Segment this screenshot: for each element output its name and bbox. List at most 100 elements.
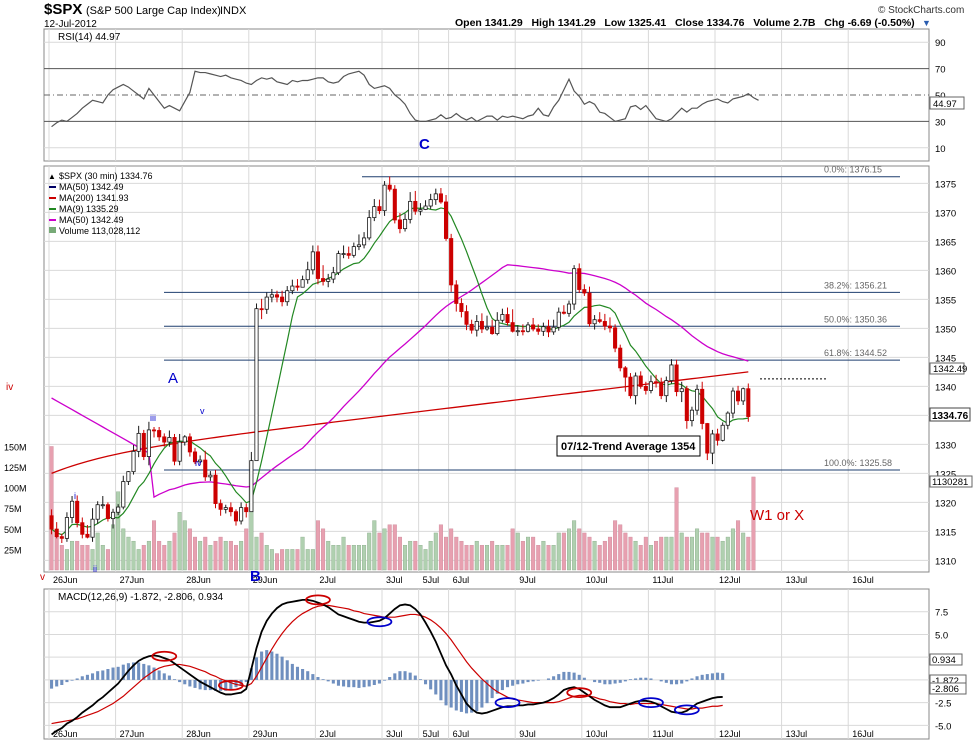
candle-body (397, 219, 402, 230)
wave-label-ii: ii (93, 564, 97, 574)
volume-bar (715, 536, 720, 571)
volume-bar (223, 540, 228, 571)
ohlc-summary: Open 1341.29 High 1341.29 Low 1325.41 Cl… (455, 17, 915, 29)
candle-body (75, 500, 80, 524)
macd-histogram-bar (449, 679, 453, 708)
volume-bar (679, 532, 684, 571)
chart-date: 12-Jul-2012 (44, 19, 97, 30)
volume-bar (654, 540, 659, 571)
macd-histogram-bar (347, 679, 351, 688)
volume-bar (628, 536, 633, 571)
macd-histogram-bar (649, 678, 653, 680)
date-tick-label: 26Jun (53, 729, 78, 739)
candle-body (244, 507, 249, 513)
candle-body (613, 327, 618, 349)
candle-body (459, 303, 464, 312)
candle-body (351, 246, 356, 256)
candle-body (746, 388, 751, 417)
candle-body (515, 330, 520, 333)
volume-bar (459, 540, 464, 571)
volume-bar (341, 536, 346, 571)
candle-body (566, 303, 572, 314)
macd-histogram-bar (418, 679, 422, 680)
macd-label-hist: 0.934 (932, 655, 956, 666)
wave-label-a: A (168, 370, 178, 387)
date-tick-label: 11Jul (652, 575, 673, 585)
candle-body (177, 441, 182, 462)
volume-bar (264, 545, 269, 571)
candle-body (239, 507, 244, 522)
volume-bar (510, 528, 515, 571)
candle-body (295, 285, 300, 288)
candle-body (131, 450, 136, 473)
volume-bar (259, 532, 264, 571)
candle-body (182, 436, 187, 443)
volume-bar (618, 524, 623, 571)
volume-bar (280, 549, 285, 571)
macd-histogram-bar (516, 679, 520, 685)
date-tick-label: 9Jul (519, 729, 536, 739)
candle-body (484, 326, 490, 330)
volume-bar (136, 549, 141, 571)
macd-histogram-bar (70, 679, 74, 681)
candle-body (623, 367, 628, 378)
candle-body (310, 251, 315, 271)
macd-histogram-bar (121, 664, 125, 680)
macd-histogram-bar (675, 679, 679, 685)
macd-histogram-bar (664, 679, 668, 683)
candle-body (674, 364, 679, 393)
macd-histogram-bar (690, 678, 694, 680)
date-tick-label: 12Jul (719, 575, 741, 585)
candle-body (541, 326, 546, 332)
macd-histogram-bar (178, 679, 182, 683)
date-tick-label: 29Jun (253, 575, 278, 585)
volume-bar (505, 545, 510, 571)
date-tick-label: 3Jul (386, 575, 403, 585)
volume-bar (515, 532, 520, 571)
volume-bar (300, 536, 305, 571)
volume-bar (664, 536, 669, 571)
legend-entry: MA(50) 1342.49 (59, 182, 124, 192)
macd-histogram-bar (623, 679, 627, 682)
date-tick-label: 3Jul (386, 729, 403, 739)
volume-bar (684, 536, 689, 571)
volume-bar (157, 540, 162, 571)
volume-bar (485, 545, 490, 571)
macd-histogram-bar (301, 669, 305, 680)
macd-histogram-bar (557, 674, 561, 680)
ma50-line (51, 264, 749, 499)
change-arrow-icon[interactable]: ▼ (922, 18, 931, 28)
macd-histogram-bar (695, 676, 699, 680)
candle-body (387, 184, 392, 190)
volume-bar (720, 540, 725, 571)
candle-body (356, 244, 361, 248)
volume-bar (356, 545, 361, 571)
macd-histogram-bar (424, 679, 428, 685)
macd-histogram-bar (470, 679, 474, 713)
volume-bar (413, 540, 418, 571)
volume-bar (700, 532, 705, 571)
candle-body (602, 321, 607, 327)
legend-entry: $SPX (30 min) 1334.76 (59, 171, 153, 181)
date-tick-label: 2Jul (319, 729, 336, 739)
volume-bar (541, 540, 546, 571)
macd-histogram-bar (644, 677, 648, 680)
volume-bar (152, 520, 157, 571)
candle-body (392, 188, 397, 221)
volume-bar (90, 549, 95, 571)
candle-body (654, 381, 659, 384)
price-tick-label: 1355 (935, 295, 956, 306)
macd-histogram-bar (634, 678, 638, 680)
candle-body (490, 326, 495, 335)
candle-body (249, 460, 254, 513)
rsi-tick-label: 70 (935, 65, 946, 76)
macd-histogram-bar (244, 679, 248, 683)
rsi-line (51, 70, 759, 128)
candle-body (326, 278, 331, 282)
candle-body (290, 285, 295, 292)
volume-bar (659, 536, 664, 571)
fib-layer: 0.0%: 1376.15 38.2%: 1356.21 50.0%: 1350.3… (164, 165, 900, 471)
candle-body (172, 437, 177, 462)
candle-body (638, 375, 643, 387)
